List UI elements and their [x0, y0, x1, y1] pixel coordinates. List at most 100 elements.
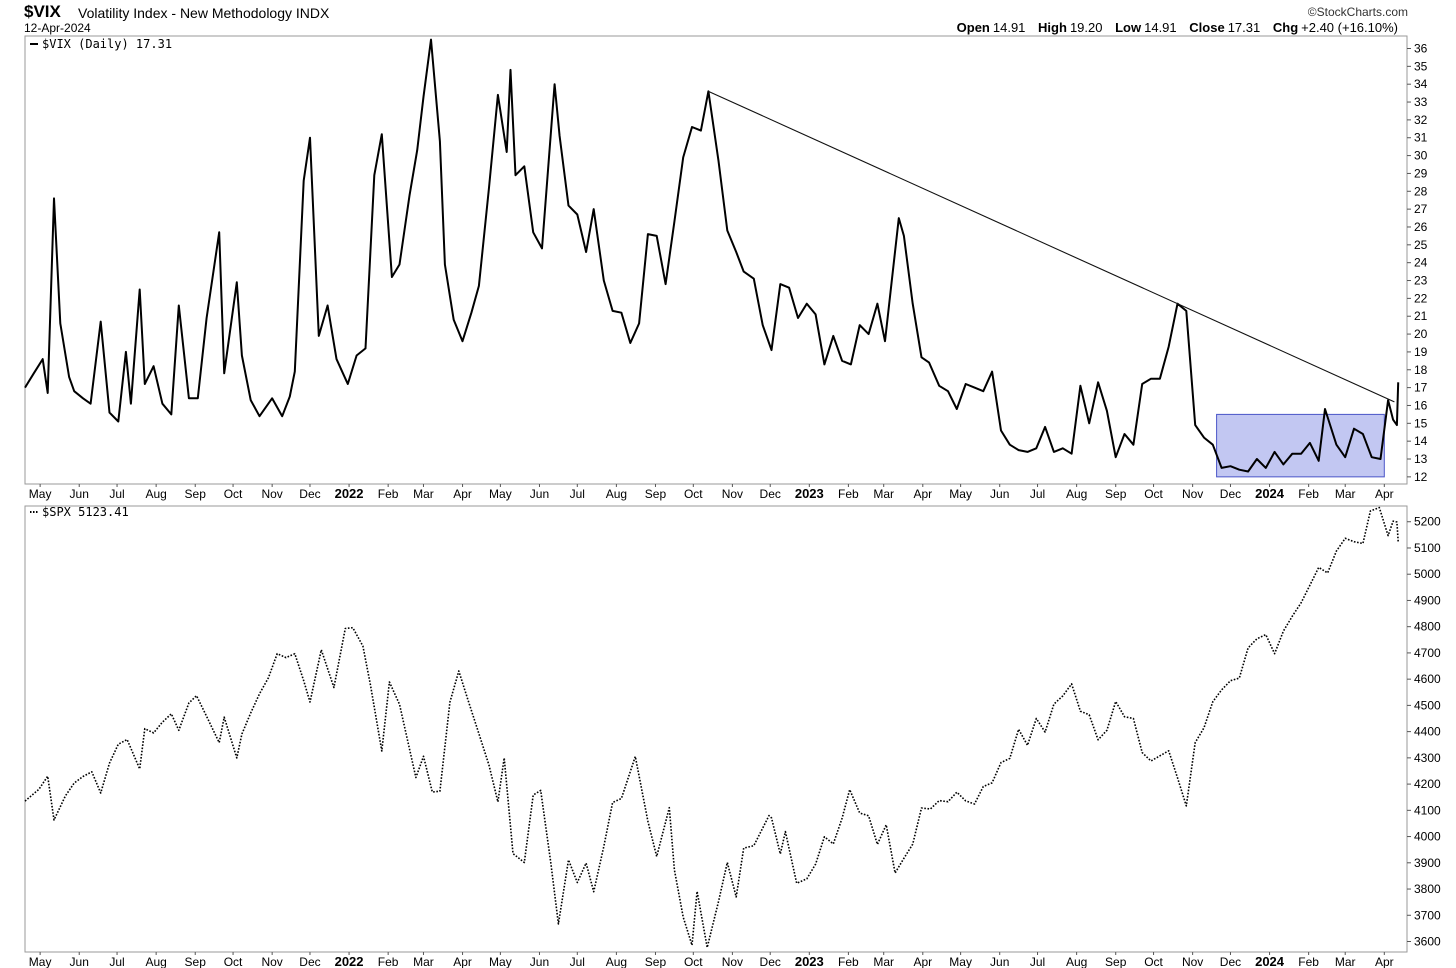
spx-xtick-label: Mar [413, 955, 434, 968]
vix-ytick-label: 35 [1414, 59, 1428, 73]
spx-plot-frame [24, 505, 1408, 953]
open-label: Open [956, 20, 990, 35]
vix-xtick-label: Dec [1220, 487, 1241, 501]
spx-xtick-label: Oct [684, 955, 703, 968]
spx-xtick-label: Apr [1375, 955, 1394, 968]
vix-ytick-label: 18 [1414, 363, 1428, 377]
vix-ytick-label: 31 [1414, 131, 1428, 145]
vix-xtick-label: Mar [413, 487, 434, 501]
spx-xtick-label: Dec [760, 955, 781, 968]
vix-xtick-label: 2022 [335, 486, 364, 501]
spx-xtick-label: Mar [873, 955, 894, 968]
vix-ytick-label: 32 [1414, 113, 1428, 127]
vix-xtick-label: Feb [1298, 487, 1319, 501]
spx-xtick-label: Oct [224, 955, 243, 968]
vix-xtick-label: Dec [760, 487, 781, 501]
spx-ytick-label: 4100 [1414, 803, 1441, 817]
chg-value: +2.40 (+16.10%) [1301, 20, 1398, 35]
vix-ytick-label: 19 [1414, 345, 1428, 359]
spx-xtick-label: Sep [185, 955, 207, 968]
vix-xtick-label: Mar [873, 487, 894, 501]
spx-ytick-label: 4700 [1414, 646, 1441, 660]
chg-label: Chg [1272, 20, 1299, 35]
vix-xtick-label: Sep [185, 487, 207, 501]
vix-xtick-label: Oct [224, 487, 243, 501]
spx-xtick-label: Nov [722, 955, 743, 968]
spx-ytick-label: 3700 [1414, 908, 1441, 922]
vix-xtick-label: Jun [70, 487, 89, 501]
spx-ytick-label: 4500 [1414, 698, 1441, 712]
vix-xtick-label: Aug [145, 487, 166, 501]
vix-xtick-label: Apr [453, 487, 472, 501]
spx-xtick-label: Feb [378, 955, 399, 968]
spx-ytick-label: 4800 [1414, 620, 1441, 634]
spx-xtick-label: May [489, 955, 512, 968]
spx-xtick-label: Mar [1335, 955, 1356, 968]
spx-xtick-label: Oct [1144, 955, 1163, 968]
vix-ytick-label: 33 [1414, 95, 1428, 109]
vix-ytick-label: 16 [1414, 398, 1428, 412]
spx-series-line [24, 506, 1399, 949]
vix-xtick-label: Dec [299, 487, 320, 501]
spx-xtick-label: Jul [1030, 955, 1045, 968]
vix-ytick-label: 30 [1414, 149, 1428, 163]
vix-ytick-label: 23 [1414, 274, 1428, 288]
vix-ytick-label: 13 [1414, 452, 1428, 466]
spx-legend-label: $SPX 5123.41 [42, 505, 129, 519]
spx-xtick-label: 2023 [795, 954, 824, 968]
spx-xtick-label: Aug [606, 955, 627, 968]
vix-xtick-label: May [949, 487, 972, 501]
spx-ytick-label: 4900 [1414, 593, 1441, 607]
spx-xtick-label: 2024 [1255, 954, 1285, 968]
vix-xtick-label: Oct [684, 487, 703, 501]
spx-xtick-label: Jun [70, 955, 89, 968]
chart-date: 12-Apr-2024 [24, 21, 91, 35]
spx-xtick-label: Feb [1298, 955, 1319, 968]
vix-plot-frame [24, 35, 1408, 485]
high-value: 19.20 [1069, 20, 1103, 35]
brand-watermark: ©StockCharts.com [1307, 5, 1408, 19]
spx-xtick-label: May [29, 955, 52, 968]
spx-xtick-label: Jul [570, 955, 585, 968]
spx-ytick-label: 5100 [1414, 541, 1441, 555]
spx-xtick-label: Apr [913, 955, 932, 968]
ohlc-readout: Open 14.91 High 19.20 Low 14.91 Close 17.31 … [948, 20, 1398, 35]
spx-ytick-label: 3600 [1414, 935, 1441, 949]
vix-xtick-label: Feb [838, 487, 859, 501]
spx-xtick-label: Nov [1182, 955, 1203, 968]
spx-xtick-label: Nov [261, 955, 282, 968]
vix-xtick-label: 2024 [1255, 486, 1285, 501]
vix-series-line [24, 38, 1400, 473]
spx-xtick-label: Jun [530, 955, 549, 968]
spx-ytick-label: 4600 [1414, 672, 1441, 686]
vix-trendline [708, 90, 1395, 403]
spx-xtick-label: Dec [1220, 955, 1241, 968]
vix-xtick-label: Nov [722, 487, 743, 501]
vix-xtick-label: Jul [109, 487, 124, 501]
spx-ytick-label: 4200 [1414, 777, 1441, 791]
spx-ytick-label: 4300 [1414, 751, 1441, 765]
vix-xtick-label: Feb [378, 487, 399, 501]
vix-range-box [1216, 413, 1385, 478]
vix-ytick-label: 12 [1414, 470, 1428, 484]
vix-ytick-label: 20 [1414, 327, 1428, 341]
vix-ytick-label: 28 [1414, 184, 1428, 198]
vix-xtick-label: May [29, 487, 52, 501]
low-label: Low [1115, 20, 1142, 35]
vix-xtick-label: May [489, 487, 512, 501]
vix-xtick-label: Aug [1066, 487, 1087, 501]
vix-xtick-label: Aug [606, 487, 627, 501]
spx-xtick-label: Aug [1066, 955, 1087, 968]
close-value: 17.31 [1227, 20, 1261, 35]
spx-ytick-label: 4400 [1414, 725, 1441, 739]
spx-ytick-label: 4000 [1414, 830, 1441, 844]
vix-ytick-label: 26 [1414, 220, 1428, 234]
vix-ytick-label: 17 [1414, 381, 1428, 395]
vix-xtick-label: 2023 [795, 486, 824, 501]
spx-xtick-label: Jun [990, 955, 1009, 968]
close-label: Close [1189, 20, 1225, 35]
vix-xtick-label: Oct [1144, 487, 1163, 501]
spx-ytick-label: 3900 [1414, 856, 1441, 870]
spx-xtick-label: Feb [838, 955, 859, 968]
